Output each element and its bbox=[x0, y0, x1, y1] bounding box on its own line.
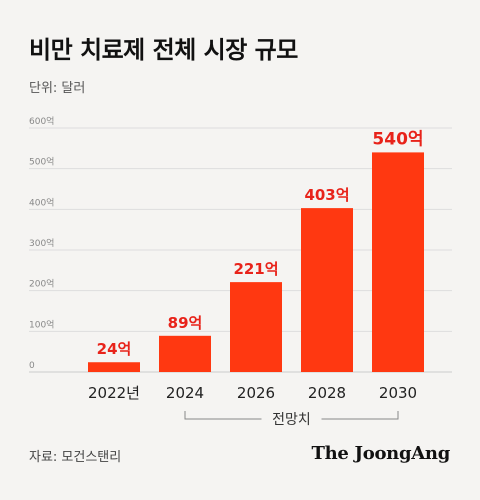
y-tick-label: 0 bbox=[29, 361, 35, 371]
unit-label: 단위: 달러 bbox=[29, 81, 86, 96]
y-tick-label: 300억 bbox=[29, 237, 54, 249]
bar bbox=[88, 362, 140, 372]
bar bbox=[230, 282, 282, 372]
bar bbox=[372, 152, 424, 372]
y-tick-label: 500억 bbox=[29, 156, 54, 168]
bar bbox=[301, 208, 353, 372]
chart-title: 비만 치료제 전체 시장 규모 bbox=[29, 36, 298, 64]
forecast-bracket-right bbox=[321, 411, 399, 420]
y-tick-label: 100억 bbox=[29, 318, 54, 330]
data-label: 221억 bbox=[233, 260, 278, 278]
y-tick-label: 200억 bbox=[29, 278, 54, 290]
brand-logo: The JoongAng bbox=[311, 443, 451, 464]
x-tick-label: 2028 bbox=[308, 384, 346, 402]
data-label: 24억 bbox=[97, 340, 132, 358]
x-tick-label: 2030 bbox=[379, 384, 417, 402]
forecast-label: 전망치 bbox=[272, 412, 311, 428]
source-note: 자료: 모건스탠리 bbox=[29, 450, 122, 465]
data-label: 89억 bbox=[168, 314, 203, 332]
x-tick-label: 2026 bbox=[237, 384, 275, 402]
data-label: 403억 bbox=[304, 186, 349, 204]
y-tick-label: 400억 bbox=[29, 196, 54, 208]
data-label: 540억 bbox=[372, 129, 423, 149]
bar bbox=[159, 335, 211, 372]
forecast-bracket-left bbox=[184, 411, 262, 420]
x-tick-label: 2022년 bbox=[88, 384, 140, 402]
y-tick-label: 600억 bbox=[29, 115, 54, 127]
x-tick-label: 2024 bbox=[166, 384, 204, 402]
